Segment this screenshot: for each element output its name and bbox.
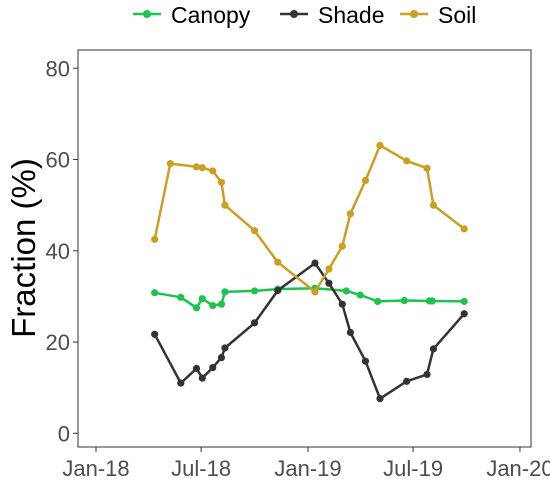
- y-tick-label: 20: [46, 330, 70, 355]
- legend-item-soil: Soil: [400, 2, 476, 28]
- data-point-canopy: [217, 300, 226, 308]
- data-point-shade: [346, 328, 354, 337]
- data-point-soil: [361, 176, 370, 185]
- data-point-shade: [177, 379, 185, 387]
- data-point-canopy: [151, 289, 159, 297]
- data-point-shade: [311, 259, 319, 267]
- data-point-shade: [192, 364, 201, 373]
- data-point-canopy: [460, 297, 468, 306]
- data-point-soil: [221, 201, 229, 209]
- data-point-canopy: [209, 301, 217, 310]
- data-point-canopy: [356, 291, 364, 299]
- y-tick-label: 80: [46, 56, 70, 81]
- data-point-canopy: [221, 288, 229, 296]
- legend-key-point: [290, 10, 298, 18]
- data-point-soil: [460, 225, 468, 233]
- data-point-soil: [217, 178, 226, 186]
- data-point-shade: [274, 286, 282, 295]
- legend-label-shade: Shade: [318, 2, 385, 28]
- data-point-canopy: [250, 287, 259, 295]
- legend-item-canopy: Canopy: [133, 2, 251, 28]
- data-point-soil: [311, 288, 319, 296]
- data-point-soil: [192, 163, 201, 171]
- data-point-soil: [325, 265, 333, 273]
- series-layer: [151, 141, 468, 403]
- data-point-soil: [429, 201, 438, 209]
- data-point-canopy: [192, 304, 201, 312]
- data-point-soil: [166, 160, 174, 168]
- data-point-canopy: [177, 293, 185, 301]
- y-tick-label: 60: [46, 148, 70, 173]
- legend-label-soil: Soil: [438, 2, 476, 28]
- data-point-shade: [403, 377, 411, 385]
- data-point-shade: [423, 370, 431, 379]
- data-point-shade: [250, 319, 259, 327]
- data-point-shade: [460, 310, 468, 318]
- y-tick-label: 40: [46, 239, 70, 264]
- data-point-canopy: [400, 296, 408, 305]
- series-shade: [151, 259, 468, 403]
- y-tick-label: 0: [58, 421, 70, 446]
- data-point-soil: [346, 210, 354, 218]
- legend-label-canopy: Canopy: [171, 2, 251, 28]
- data-point-soil: [274, 258, 282, 266]
- data-point-shade: [198, 374, 206, 382]
- data-point-canopy: [374, 297, 382, 306]
- series-soil: [151, 141, 468, 296]
- x-axis: Jan-18 Jul-18 Jan-19 Jul-19 Jan-20: [62, 447, 550, 480]
- data-point-shade: [376, 395, 384, 403]
- data-point-shade: [325, 279, 333, 287]
- data-point-shade: [151, 330, 159, 338]
- data-point-shade: [217, 353, 226, 362]
- data-point-shade: [429, 345, 438, 353]
- data-point-soil: [198, 164, 206, 172]
- x-tick-label: Jan-20: [486, 456, 550, 480]
- data-point-soil: [376, 141, 384, 149]
- x-tick-label: Jul-18: [171, 456, 231, 480]
- data-point-canopy: [428, 297, 436, 305]
- data-point-soil: [423, 164, 431, 172]
- data-point-shade: [209, 364, 217, 372]
- data-point-soil: [151, 235, 159, 243]
- data-point-soil: [209, 167, 217, 175]
- legend: Canopy Shade Soil: [133, 2, 476, 28]
- data-point-shade: [361, 357, 370, 365]
- legend-key-point: [410, 10, 418, 18]
- data-point-shade: [221, 344, 229, 352]
- y-axis-title: Fraction (%): [5, 158, 42, 338]
- legend-item-shade: Shade: [280, 2, 385, 28]
- x-tick-label: Jan-18: [62, 456, 129, 480]
- plot-panel: [77, 49, 532, 448]
- data-point-shade: [338, 300, 346, 308]
- data-point-soil: [250, 227, 259, 235]
- x-tick-label: Jan-19: [274, 456, 341, 480]
- data-point-canopy: [198, 295, 206, 303]
- x-tick-label: Jul-19: [383, 456, 443, 480]
- data-point-soil: [403, 157, 411, 165]
- data-point-soil: [338, 242, 346, 250]
- legend-key-point: [143, 10, 151, 18]
- y-axis: 0 20 40 60 80: [46, 56, 78, 446]
- data-point-canopy: [342, 287, 350, 295]
